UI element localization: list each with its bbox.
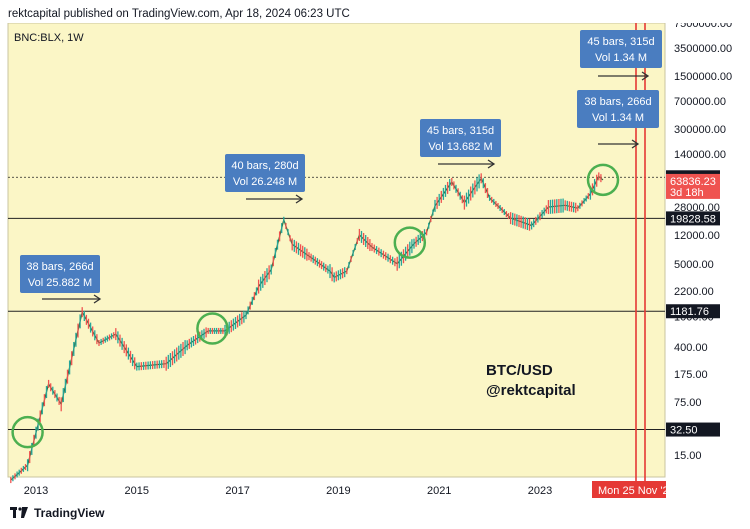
footer-brand: TradingView xyxy=(34,506,105,520)
x-tick-label: 2019 xyxy=(326,485,350,497)
callout-line1: 45 bars, 315d xyxy=(587,36,654,48)
y-tick-label: 175.00 xyxy=(674,369,708,381)
callout-background xyxy=(580,30,662,68)
callout-arrowhead xyxy=(487,159,496,169)
x-tick-label: 2023 xyxy=(528,485,552,497)
halving-circle xyxy=(196,312,229,345)
x-tick-label: 2013 xyxy=(24,485,48,497)
y-tick-label: 5000.00 xyxy=(674,259,714,271)
callout-arrowhead xyxy=(631,139,640,149)
callout-line2: Vol 1.34 M xyxy=(595,52,647,64)
chart-author: @rektcapital xyxy=(486,382,576,399)
x-tick-label: 2021 xyxy=(427,485,451,497)
callout-line2: Vol 13.682 M xyxy=(428,141,492,153)
callout-background xyxy=(20,255,100,293)
y-tick-label: 3500000.00 xyxy=(674,43,732,55)
callout-line1: 38 bars, 266d xyxy=(584,96,651,108)
y-tick-label: 1500000.00 xyxy=(674,71,732,83)
published-header: rektcapital published on TradingView.com… xyxy=(8,8,350,20)
callout-line2: Vol 25.882 M xyxy=(28,277,92,289)
y-tick-label: 140000.00 xyxy=(674,149,726,161)
y-tick-label: 300000.00 xyxy=(674,124,726,136)
callout-background xyxy=(225,154,305,192)
x-tick-label: 2015 xyxy=(125,485,149,497)
chart-background xyxy=(8,23,665,477)
callout-background xyxy=(577,90,659,128)
date-marker-label: Mon 25 Nov '2 xyxy=(598,485,669,497)
current-price-countdown: 3d 18h xyxy=(670,187,704,199)
callout-arrowhead xyxy=(641,71,650,81)
current-price-tag-background xyxy=(666,173,720,199)
y-tick-label: 12000.00 xyxy=(674,230,720,242)
footer: TradingView xyxy=(10,506,104,520)
y-tick-label: 75.00 xyxy=(674,397,702,409)
chart-container[interactable]: 38 bars, 266d Vol 25.882 M 40 bars, 280d Vo… xyxy=(0,18,750,498)
halving-circle xyxy=(393,226,427,259)
level-tag-background xyxy=(666,211,720,226)
y-tick-label: 2200.00 xyxy=(674,286,714,298)
level-tag-label: 19828.58 xyxy=(670,213,716,225)
callout-box: 38 bars, 266d Vol 1.34 M xyxy=(577,90,659,149)
y-tick-label: 700000.00 xyxy=(674,96,726,108)
chart-title: BTC/USD xyxy=(486,362,553,379)
callout-line1: 40 bars, 280d xyxy=(231,160,298,172)
callout-arrowhead xyxy=(295,194,304,204)
y-tick-label: 15.00 xyxy=(674,450,702,462)
tradingview-logo-icon xyxy=(10,507,28,518)
callout-box: 38 bars, 266d Vol 25.882 M xyxy=(20,255,102,304)
callout-box: 40 bars, 280d Vol 26.248 M xyxy=(225,154,305,204)
callout-line1: 45 bars, 315d xyxy=(427,125,494,137)
price-chart[interactable]: 38 bars, 266d Vol 25.882 M 40 bars, 280d Vo… xyxy=(0,18,750,498)
callout-box: 45 bars, 315d Vol 1.34 M xyxy=(580,30,662,81)
date-marker-background xyxy=(592,481,666,498)
y-tick-label: 7500000.00 xyxy=(674,23,732,30)
chart-border xyxy=(7,22,666,478)
candles xyxy=(10,172,602,484)
callout-line2: Vol 26.248 M xyxy=(233,176,297,188)
y-tick-label: 28000.00 xyxy=(674,202,720,214)
halving-circle xyxy=(11,415,44,449)
callout-arrowhead xyxy=(93,294,102,304)
callout-line1: 38 bars, 266d xyxy=(26,261,93,273)
y-tick-label: 400.00 xyxy=(674,342,708,354)
level-tag-label: 1181.76 xyxy=(670,306,709,318)
symbol-label: BNC:BLX, 1W xyxy=(14,32,84,44)
x-tick-label: 2017 xyxy=(225,485,249,497)
level-tag-background xyxy=(666,304,720,319)
halving-circle xyxy=(586,163,620,197)
callout-background xyxy=(420,119,501,157)
level-tag-background xyxy=(666,422,720,437)
current-price-label: 63836.23 xyxy=(670,176,716,188)
callout-box: 45 bars, 315d Vol 13.682 M xyxy=(420,119,501,169)
callout-line2: Vol 1.34 M xyxy=(592,112,644,124)
level-tag-label: 32.50 xyxy=(670,425,698,437)
